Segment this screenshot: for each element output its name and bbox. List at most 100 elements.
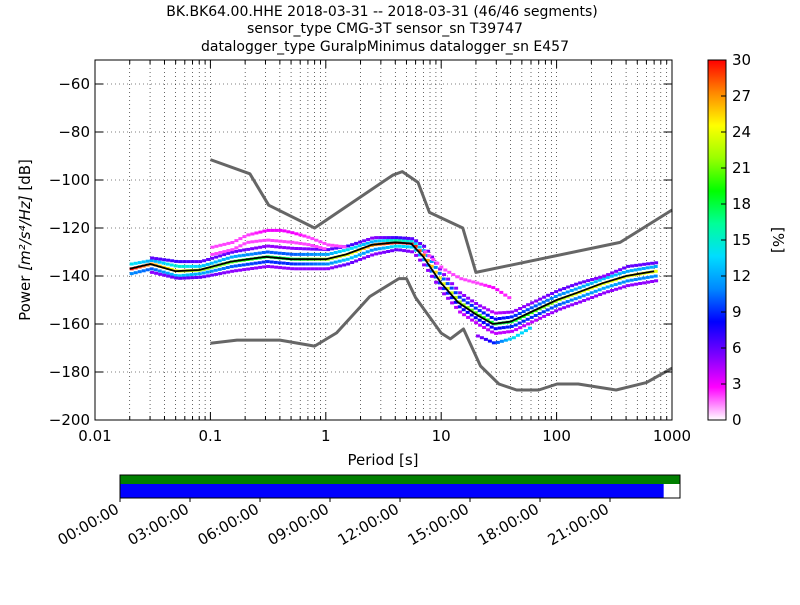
psd-cell: [405, 245, 410, 249]
psd-cell: [433, 265, 438, 269]
psd-cell: [489, 316, 494, 319]
psd-cell: [278, 239, 283, 243]
psd-cell: [261, 251, 266, 254]
psd-cell: [585, 283, 590, 287]
psd-cell: [477, 318, 482, 322]
psd-cell: [174, 259, 179, 263]
colorbar-tick-label: 0: [732, 411, 742, 429]
psd-cell: [461, 303, 466, 307]
psd-cell: [329, 261, 334, 265]
psd-cell: [218, 272, 223, 276]
psd-cell: [173, 274, 178, 277]
psd-cell: [169, 263, 174, 267]
psd-cell: [317, 252, 322, 256]
psd-cell: [425, 258, 430, 262]
psd-cell: [653, 265, 658, 268]
psd-cell: [286, 240, 291, 244]
psd-cell: [465, 310, 470, 314]
x-tick-label: 0.1: [198, 427, 222, 445]
psd-cell: [390, 249, 395, 253]
y-tick-label: −160: [49, 315, 90, 333]
psd-cell: [546, 293, 551, 297]
psd-cell: [413, 248, 418, 252]
psd-cell: [501, 326, 506, 330]
psd-cell: [481, 321, 486, 324]
psd-cell: [273, 260, 278, 264]
psd-cell: [545, 298, 550, 302]
psd-cell: [233, 264, 238, 268]
psd-cell: [402, 249, 407, 253]
psd-cell: [285, 252, 290, 256]
psd-cell: [402, 236, 407, 240]
psd-cell: [557, 302, 562, 306]
psd-cell: [605, 285, 610, 289]
y-tick-label: −80: [58, 123, 90, 141]
psd-cell: [274, 245, 279, 249]
psd-cell: [541, 300, 546, 304]
psd-cell: [462, 313, 467, 317]
psd-cell: [398, 236, 403, 240]
psd-cell: [454, 305, 459, 309]
psd-cell: [350, 243, 355, 247]
psd-cell: [490, 310, 495, 314]
psd-cell: [286, 266, 291, 270]
psd-cell: [270, 265, 275, 269]
psd-cell: [166, 274, 171, 278]
psd-cell: [330, 247, 335, 251]
psd-cell: [542, 314, 547, 318]
psd-cell: [385, 246, 390, 249]
psd-cell: [503, 338, 508, 342]
psd-cell: [210, 245, 215, 249]
psd-cell: [282, 240, 287, 244]
psd-cell: [518, 307, 523, 310]
psd-cell: [218, 251, 223, 254]
psd-cell: [602, 274, 607, 278]
colorbar-tick-label: 24: [732, 123, 751, 141]
timeline-tick-label: 03:00:00: [125, 500, 192, 549]
psd-cell: [370, 236, 375, 240]
psd-cell: [193, 272, 198, 276]
psd-cell: [341, 258, 346, 262]
psd-cell: [497, 326, 502, 330]
psd-cell: [457, 295, 462, 299]
psd-cell: [449, 291, 454, 295]
psd-cell: [586, 297, 591, 301]
psd-cell: [389, 238, 394, 242]
psd-cell: [198, 260, 203, 264]
psd-cell: [413, 241, 418, 245]
psd-cell: [298, 241, 303, 245]
psd-cell: [577, 295, 582, 299]
psd-cell: [185, 264, 190, 268]
colorbar-tick-label: 15: [732, 231, 751, 249]
psd-cell: [246, 247, 251, 251]
psd-cell: [518, 326, 523, 330]
psd-cell: [253, 261, 258, 265]
psd-cell: [577, 286, 582, 290]
psd-cell: [630, 264, 635, 268]
psd-cell: [589, 281, 594, 285]
psd-cell: [354, 241, 359, 245]
psd-cell: [286, 246, 291, 250]
psd-cell: [630, 283, 635, 287]
psd-cell: [479, 336, 484, 340]
psd-cell: [237, 254, 242, 258]
axis-ticks: 0.01 0.1 1 10 100 1000 −60 −80 −100 −120 −140 −160 −…: [49, 60, 691, 445]
psd-cell: [533, 304, 538, 308]
psd-cell: [341, 249, 346, 253]
psd-cell: [614, 269, 619, 273]
psd-cell: [394, 248, 399, 252]
psd-cell: [487, 339, 492, 343]
psd-cell: [401, 245, 406, 248]
psd-cell: [270, 239, 275, 242]
psd-cell: [406, 249, 411, 253]
psd-cell: [566, 285, 571, 289]
psd-cell: [250, 247, 255, 251]
psd-cell: [513, 313, 518, 317]
psd-cell: [609, 274, 614, 278]
psd-cell: [445, 282, 450, 286]
psd-cell: [290, 267, 295, 271]
psd-cell: [594, 276, 599, 280]
psd-cell: [450, 282, 455, 286]
psd-cell: [503, 293, 508, 297]
psd-cell: [511, 336, 516, 340]
